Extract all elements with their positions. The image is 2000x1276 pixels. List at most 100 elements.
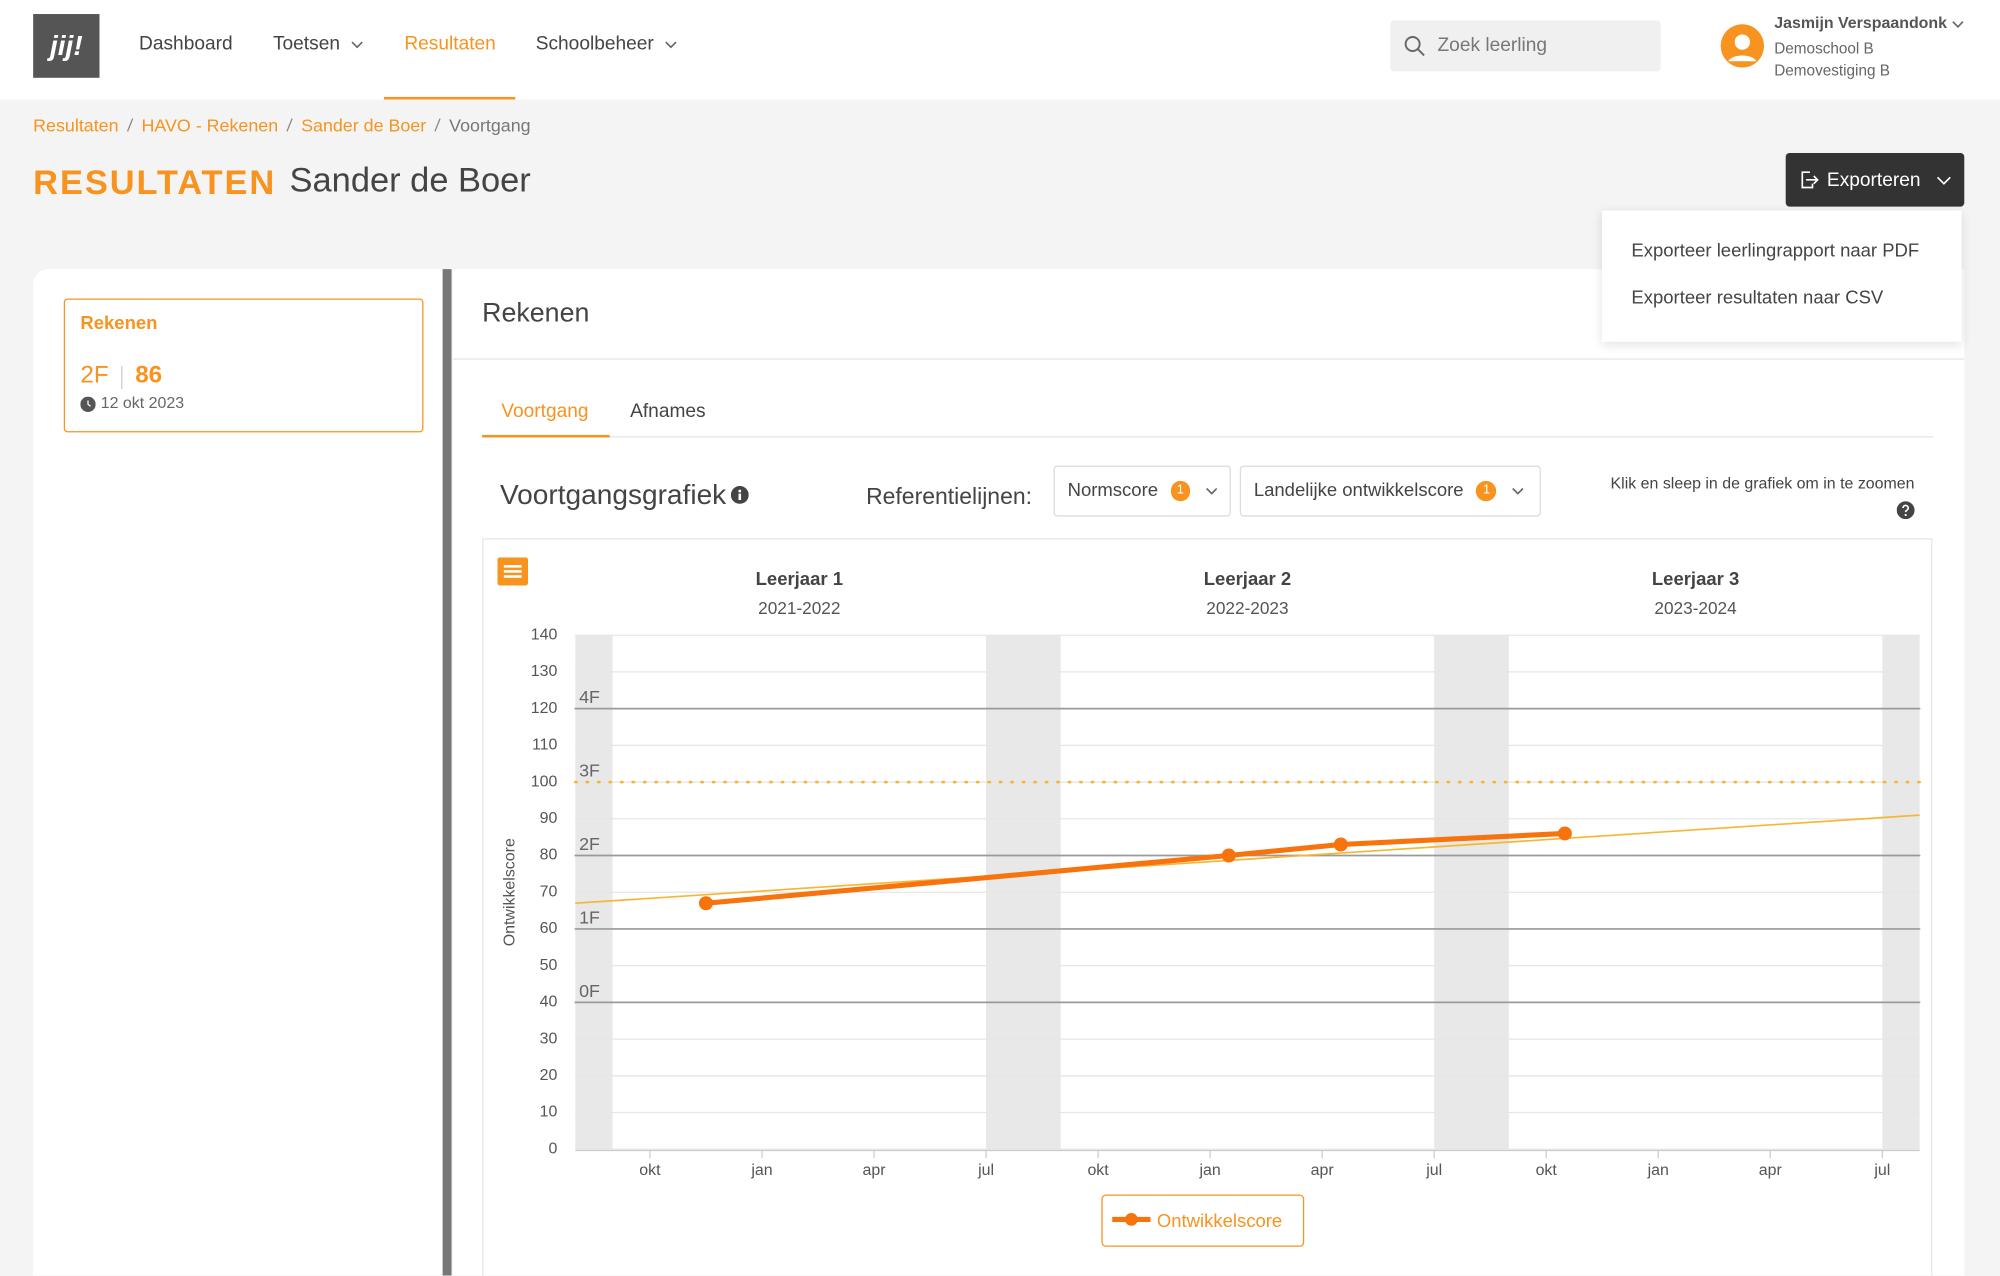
tab-line: [482, 436, 1934, 438]
data-point: [698, 896, 713, 911]
reference-label: 4F: [579, 687, 600, 707]
nav-item[interactable]: Resultaten: [404, 33, 495, 55]
y-tick-label: 80: [540, 847, 558, 864]
x-tick-label: apr: [862, 1162, 886, 1179]
student-name: Sander de Boer: [289, 160, 531, 199]
sidebar: [33, 269, 444, 1276]
tab[interactable]: Afnames: [630, 400, 706, 423]
y-tick-label: 20: [540, 1067, 558, 1084]
x-tick-label: apr: [1311, 1162, 1335, 1179]
y-tick-label: 50: [540, 957, 558, 974]
y-tick-label: 60: [540, 920, 558, 937]
series-line: [705, 830, 1565, 906]
panel-title: Rekenen: [482, 298, 590, 328]
card-date: 12 okt 2023: [100, 394, 185, 412]
legend-label: Ontwikkelscore: [1157, 1210, 1282, 1231]
x-tick-label: jan: [1647, 1162, 1669, 1179]
period-title: Leerjaar 3: [1652, 568, 1739, 589]
user-branch: Demovestiging B: [1774, 61, 1890, 80]
y-tick-label: 0: [549, 1140, 558, 1157]
zoom-hint: Klik en sleep in de grafiek om in te zoo…: [1610, 474, 1915, 493]
nav-label: Toetsen: [272, 33, 340, 55]
nav-label: Schoolbeheer: [535, 33, 654, 55]
crumb[interactable]: Sander de Boer: [301, 114, 427, 136]
filter-count: 1: [1476, 480, 1497, 502]
export-label: Exporteren: [1826, 169, 1921, 191]
data-point: [1333, 837, 1348, 852]
legend-box: [1101, 1194, 1305, 1247]
y-tick-label: 110: [532, 737, 558, 754]
reference-label: 3F: [579, 761, 600, 781]
chevron: [1936, 176, 1951, 185]
user-school: Demoschool B: [1774, 39, 1874, 58]
logo[interactable]: jij!: [33, 14, 100, 78]
data-point: [1221, 848, 1236, 863]
reference-label: 0F: [579, 981, 600, 1001]
reference-label: 1F: [579, 907, 600, 927]
tab[interactable]: Voortgang: [501, 400, 589, 423]
period-years: 2022-2023: [1206, 598, 1288, 618]
x-tick-label: apr: [1759, 1162, 1783, 1179]
y-tick-label: 30: [540, 1030, 558, 1047]
card-separator: [121, 366, 123, 390]
export-button[interactable]: Exporteren: [1785, 153, 1965, 207]
chart-heading-text: Voortgangsgrafiek: [499, 478, 727, 511]
chart-menu[interactable]: [497, 557, 529, 586]
x-tick-label: jul: [977, 1162, 994, 1179]
top-nav: jij! Dashboard Toetsen Resultaten School…: [0, 0, 2000, 100]
filter-label: Normscore: [1067, 480, 1159, 502]
data-point: [1557, 826, 1572, 841]
avatar[interactable]: [1719, 23, 1765, 69]
chevron: [1205, 487, 1217, 495]
card-title: Rekenen: [80, 313, 158, 335]
crumb[interactable]: HAVO - Rekenen: [141, 114, 279, 136]
y-tick-label: 40: [540, 994, 558, 1011]
breadcrumb: Resultaten HAVO - Rekenen Sander de Boer…: [33, 115, 530, 135]
period-title: Leerjaar 2: [1204, 568, 1291, 589]
help-icon[interactable]: [1896, 501, 1915, 520]
nav-label: Dashboard: [139, 33, 233, 55]
search-box[interactable]: Zoek leerling: [1390, 20, 1661, 72]
menu-item[interactable]: Exporteer resultaten naar CSV: [1631, 288, 1884, 309]
nav-item[interactable]: Schoolbeheer: [536, 33, 677, 55]
nav-item[interactable]: Dashboard: [139, 33, 233, 55]
y-tick-label: 100: [531, 773, 558, 790]
x-tick-label: okt: [1536, 1162, 1558, 1179]
page-title: RESULTATEN: [33, 163, 277, 202]
subject-card[interactable]: Rekenen 2F 86 12 okt 2023: [63, 298, 424, 433]
nav-item[interactable]: Toetsen: [273, 33, 363, 55]
search-placeholder: Zoek leerling: [1437, 34, 1548, 57]
y-tick-label: 10: [540, 1104, 558, 1121]
nav-label: Resultaten: [404, 33, 496, 55]
y-tick-label: 120: [531, 700, 558, 717]
active-underline: [383, 96, 516, 100]
x-tick-label: jul: [1873, 1162, 1890, 1179]
x-tick-label: jan: [750, 1162, 772, 1179]
export-menu: Exporteer leerlingrapport naar PDF Expor…: [1602, 210, 1962, 342]
crumb[interactable]: Resultaten: [33, 114, 119, 136]
card-score: 86: [135, 362, 163, 390]
chart-heading: Voortgangsgrafiek: [499, 478, 750, 511]
chevron: [1952, 21, 1964, 28]
user-name[interactable]: Jasmijn Verspaandonk: [1774, 14, 1948, 32]
y-tick-label: 70: [540, 883, 558, 900]
y-tick-label: 90: [540, 810, 558, 827]
y-axis-label: Ontwikkelscore: [501, 838, 518, 946]
clock-icon: [80, 396, 96, 412]
filter-label: Landelijke ontwikkelscore: [1253, 480, 1464, 502]
filter-count: 1: [1170, 480, 1190, 502]
x-tick-label: jan: [1198, 1162, 1220, 1179]
filter-dropdown[interactable]: Normscore 1: [1053, 465, 1231, 517]
export-icon: [1801, 171, 1820, 189]
filter-dropdown[interactable]: Landelijke ontwikkelscore 1: [1239, 465, 1541, 517]
info-icon[interactable]: [731, 485, 750, 504]
separator: [452, 358, 1965, 360]
menu-item[interactable]: Exporteer leerlingrapport naar PDF: [1631, 241, 1920, 262]
period-title: Leerjaar 1: [756, 568, 843, 589]
crumb-separator: [434, 118, 441, 132]
chevron: [350, 40, 363, 48]
tab-underline: [482, 434, 610, 438]
period-years: 2023-2024: [1654, 598, 1737, 618]
